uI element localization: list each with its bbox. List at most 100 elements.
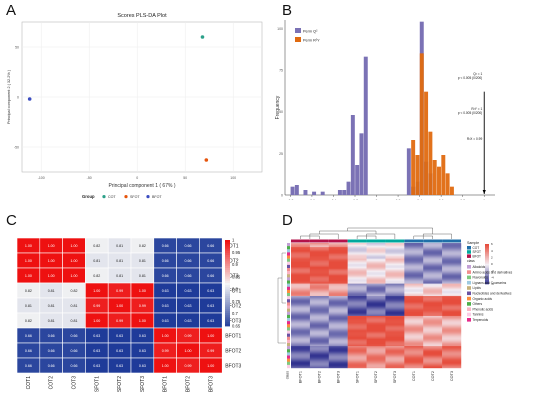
histogram-bar-perm-r2y [424,91,429,195]
heatmap-cell [404,283,424,285]
heatmap-cell [291,318,311,320]
column-label: BFOT3 [208,376,214,392]
heatmap-cell [423,341,443,344]
heatmap-cell [309,307,329,309]
heatmap-cell [442,333,462,335]
sample-column-label: SFOT1 [355,371,359,383]
heatmap-cell [442,246,462,248]
heatmap-cell [291,286,311,288]
heatmap-cell [328,343,348,345]
class-strip-segment [287,280,290,284]
heatmap-cell [366,294,386,296]
heatmap-cell [404,341,424,344]
sample-group-strip [291,239,310,243]
heatmap-cell [404,349,424,351]
legend-class-label: Phenolic acids [473,307,494,311]
heatmap-cell [291,349,311,351]
heatmap-cell [366,338,386,341]
cell-value-label: 0.81 [48,289,55,293]
heatmap-cell [291,332,311,334]
heatmap-cell [442,310,462,312]
legend-sample-swatch [467,250,471,254]
heatmap-cell [291,265,311,268]
heatmap-cell [442,274,462,276]
heatmap-cell [366,323,386,325]
heatmap-cell [366,306,386,308]
heatmap-cell [442,275,462,277]
x-tick-label: -0.2 [352,199,358,200]
heatmap-cell [328,289,348,292]
heatmap-cell [423,348,443,350]
legend-class-label: Nucleotides and derivatives [473,292,512,296]
colorbar-tick-label: -6 [491,282,494,286]
class-strip-segment [287,296,290,300]
heatmap-cell [404,340,424,343]
heatmap-cell [385,326,405,328]
heatmap-cell [385,270,405,272]
y-axis-label: Frequency [275,95,281,119]
heatmap-cell [291,298,311,300]
heatmap-cell [442,282,462,284]
colorbar-segment [225,315,230,318]
heatmap-cell [328,359,348,361]
sample-group-strip [442,239,461,243]
legend-class-title: class [467,259,475,263]
heatmap-cell [291,340,311,343]
y-tick-label: 0 [17,96,19,100]
heatmap-cell [404,339,424,342]
heatmap-cell [366,313,386,316]
heatmap-cell [291,306,311,308]
heatmap-cell [442,327,462,329]
heatmap-cell [347,295,367,297]
colorbar-tick-label: 6 [491,242,493,246]
heatmap-cell [309,263,329,266]
cell-value-label: 0.63 [139,364,146,368]
heatmap-cell [366,282,386,284]
correlation-heatmap-chart: 1.00 1.00 1.00 0.82 0.81 0.82 0.66 0.66 0.661.00… [16,238,242,392]
heatmap-cell [328,271,348,273]
heatmap-cell [404,272,424,274]
heatmap-cell [423,345,443,347]
heatmap-cell [423,243,443,245]
heatmap-cell [291,245,311,247]
heatmap-cell [385,340,405,343]
heatmap-cell [309,266,329,269]
legend-sample-swatch [467,254,471,258]
cell-value-label: 1.00 [71,259,78,263]
heatmap-cell [328,272,348,274]
heatmap-cell [291,362,311,365]
heatmap-cell [385,344,405,346]
heatmap-cell [309,318,329,320]
heatmap-cell [442,330,462,332]
row-label: SFOT1 [225,288,241,294]
legend-sample-label: SFOT [473,250,482,254]
heatmap-cell [442,301,462,303]
heatmap-cell [404,344,424,346]
heatmap-cell [291,276,311,278]
heatmap-cell [291,331,311,333]
colorbar-tick-label: 0.65 [232,324,241,329]
heatmap-cell [442,293,462,295]
heatmap-cell [328,277,348,279]
heatmap-cell [291,336,311,338]
heatmap-cell [385,282,405,284]
heatmap-cell [366,289,386,292]
colorbar-segment [485,261,489,263]
heatmap-cell [328,336,348,338]
heatmap-cell [291,320,311,322]
legend-class-label: Terpenoids [473,318,489,322]
column-label: COT3 [72,376,78,390]
colorbar-segment [225,272,230,275]
row-label: SFOT3 [225,318,241,324]
heatmap-cell [404,311,424,313]
class-strip-segment [287,352,290,356]
heatmap-cell [291,305,311,307]
heatmap-cell [404,253,424,255]
heatmap-cell [423,274,443,276]
colorbar-segment [485,274,489,277]
heatmap-cell [347,306,367,308]
heatmap-cell [328,275,348,277]
class-strip-segment [287,255,290,259]
histogram-bar-perm-q2 [350,115,355,195]
heatmap-cell [442,324,462,326]
